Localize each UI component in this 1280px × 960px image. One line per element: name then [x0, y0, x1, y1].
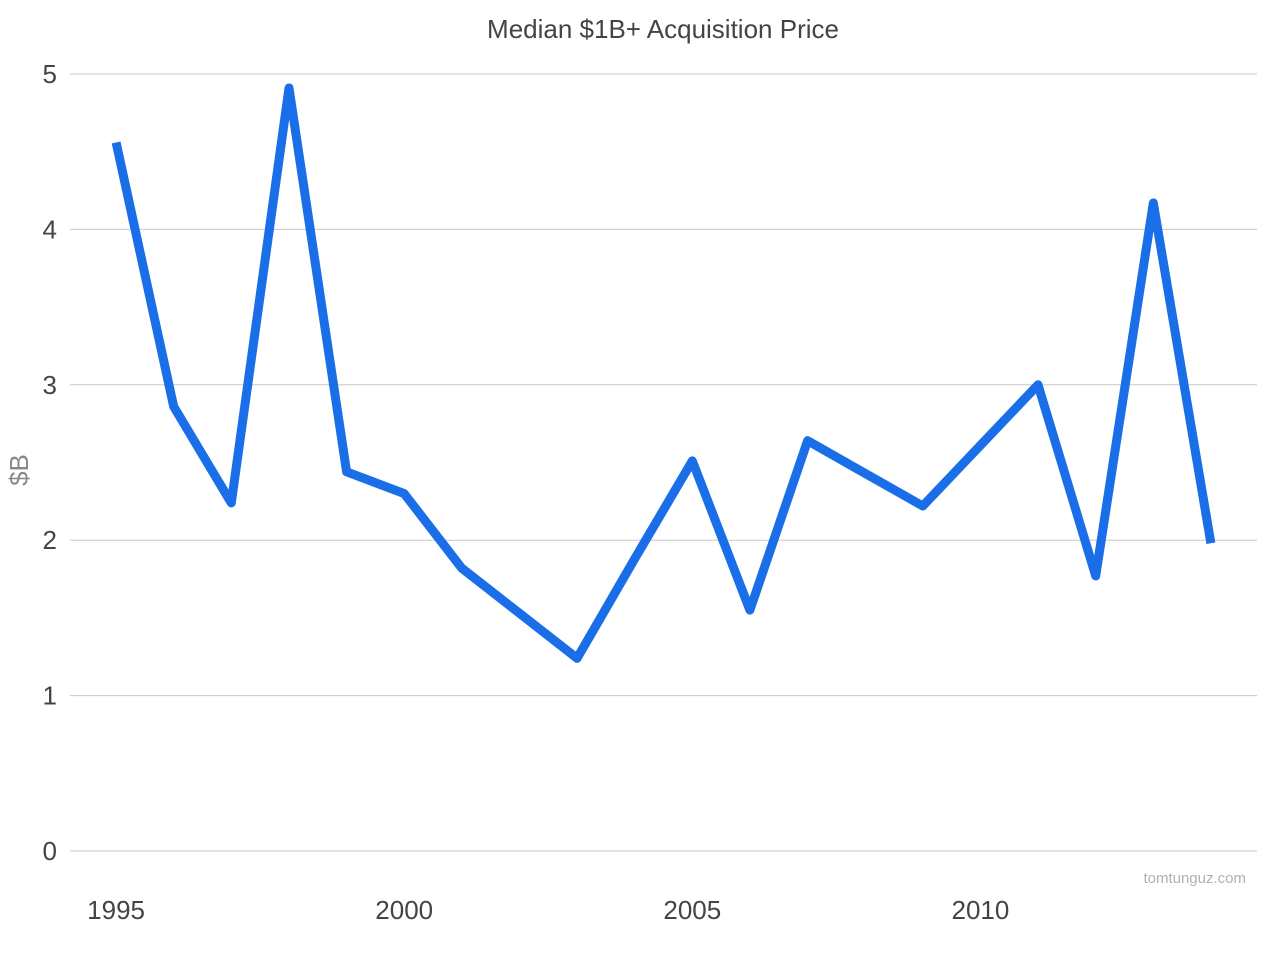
y-tick-label: 3: [43, 370, 57, 400]
gridlines: [70, 73, 1257, 852]
y-axis-label: $B: [4, 454, 34, 486]
y-tick-label: 5: [43, 59, 57, 89]
x-tick-label: 1995: [87, 895, 145, 925]
x-tick-label: 2000: [375, 895, 433, 925]
y-tick-label: 1: [43, 681, 57, 711]
watermark-text: tomtunguz.com: [1143, 870, 1246, 887]
series-line-0: [111, 83, 1216, 663]
x-axis-ticks: 1995 2000 2005 2010: [87, 895, 1009, 925]
y-tick-label: 2: [43, 525, 57, 555]
x-tick-label: 2005: [663, 895, 721, 925]
y-tick-label: 0: [43, 836, 57, 866]
chart-title: Median $1B+ Acquisition Price: [487, 14, 839, 44]
y-tick-label: 4: [43, 214, 57, 244]
series-layer: [111, 83, 1216, 663]
x-tick-label: 2010: [951, 895, 1009, 925]
y-axis-ticks: 0 1 2 3 4 5: [43, 59, 57, 866]
